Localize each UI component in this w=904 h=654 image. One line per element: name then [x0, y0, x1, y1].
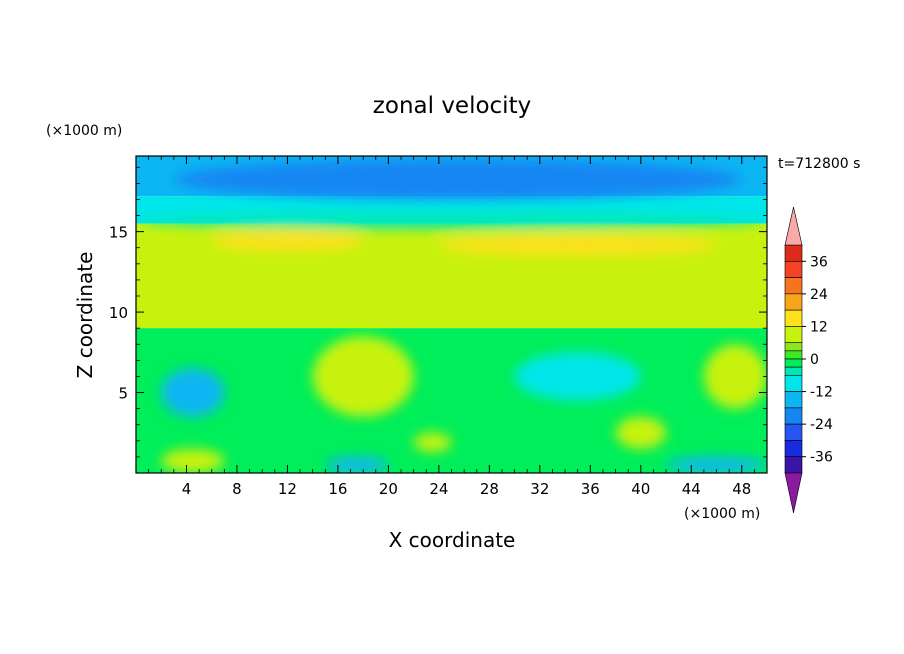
colorbar-tick-label-1: 24 — [810, 287, 828, 303]
colorbar-swatch-8 — [784, 358, 803, 368]
x-tick-label-24: 24 — [429, 480, 448, 498]
colorbar-swatch-15 — [784, 456, 803, 474]
field-feature-4 — [312, 336, 414, 417]
x-tick-label-44: 44 — [682, 480, 701, 498]
colorbar-swatch-0 — [784, 244, 803, 262]
z-unit-label: (×1000 m) — [46, 123, 122, 139]
x-tick-label-48: 48 — [732, 480, 751, 498]
field-feature-9 — [325, 456, 389, 473]
colorbar-swatch-2 — [784, 277, 803, 295]
colorbar-swatch-6 — [784, 342, 803, 352]
field-feature-1 — [136, 212, 767, 229]
field-bands — [136, 156, 767, 473]
colorbar-under-arrow — [784, 472, 803, 514]
x-tick-label-28: 28 — [480, 480, 499, 498]
x-tick-label-36: 36 — [581, 480, 600, 498]
x-axis: 4 8 12 16 20 24 28 32 36 40 44 48 — [148, 156, 755, 498]
field-feature-6 — [161, 368, 225, 417]
colorbar-swatch-3 — [784, 293, 803, 311]
colorbar-tick-label-5: -24 — [810, 417, 833, 433]
field-feature-5 — [703, 344, 767, 409]
colorbar-swatch-10 — [784, 374, 803, 392]
x-tick-label-8: 8 — [232, 480, 242, 498]
colorbar-tick-label-3: 0 — [810, 352, 819, 368]
chart-title: zonal velocity — [373, 93, 531, 119]
y-axis: 5 10 15 — [109, 166, 767, 458]
field-band-3 — [136, 328, 767, 473]
x-unit-label: (×1000 m) — [684, 506, 760, 522]
colorbar-swatch-14 — [784, 440, 803, 458]
colorbar-swatch-7 — [784, 350, 803, 360]
field-feature-0 — [173, 159, 742, 200]
field-feature-11 — [161, 448, 225, 473]
colorbar-tick-label-0: 36 — [810, 254, 828, 270]
colorbar-tick-label-6: -36 — [810, 450, 833, 466]
field-features — [136, 159, 767, 473]
x-tick-label-4: 4 — [182, 480, 192, 498]
colorbar-swatch-4 — [784, 309, 803, 327]
y-tick-label-5: 5 — [118, 385, 128, 403]
x-tick-label-16: 16 — [328, 480, 347, 498]
x-tick-label-20: 20 — [379, 480, 398, 498]
field-feature-7 — [514, 352, 641, 401]
colorbar-swatch-9 — [784, 366, 803, 376]
field-feature-2 — [211, 231, 364, 251]
colorbar-over-arrow — [784, 206, 803, 246]
field-feature-8 — [615, 416, 667, 449]
colorbar: 36 24 12 0 -12 -24 -36 — [784, 206, 833, 514]
colorbar-swatch-5 — [784, 326, 803, 344]
time-label: t=712800 s — [778, 156, 860, 172]
velocity-field — [136, 156, 767, 473]
colorbar-swatch-12 — [784, 407, 803, 425]
x-tick-label-40: 40 — [631, 480, 650, 498]
x-axis-title: X coordinate — [389, 528, 516, 552]
colorbar-tick-label-4: -12 — [810, 385, 833, 401]
y-axis-title: Z coordinate — [73, 252, 97, 379]
colorbar-swatch-11 — [784, 391, 803, 409]
field-feature-12 — [413, 432, 452, 453]
colorbar-swatch-1 — [784, 260, 803, 278]
x-tick-label-32: 32 — [530, 480, 549, 498]
x-tick-label-12: 12 — [278, 480, 297, 498]
colorbar-tick-label-2: 12 — [810, 319, 828, 335]
field-feature-3 — [438, 234, 717, 256]
colorbar-swatch-13 — [784, 423, 803, 441]
y-tick-label-15: 15 — [109, 224, 128, 242]
y-tick-label-10: 10 — [109, 304, 128, 322]
